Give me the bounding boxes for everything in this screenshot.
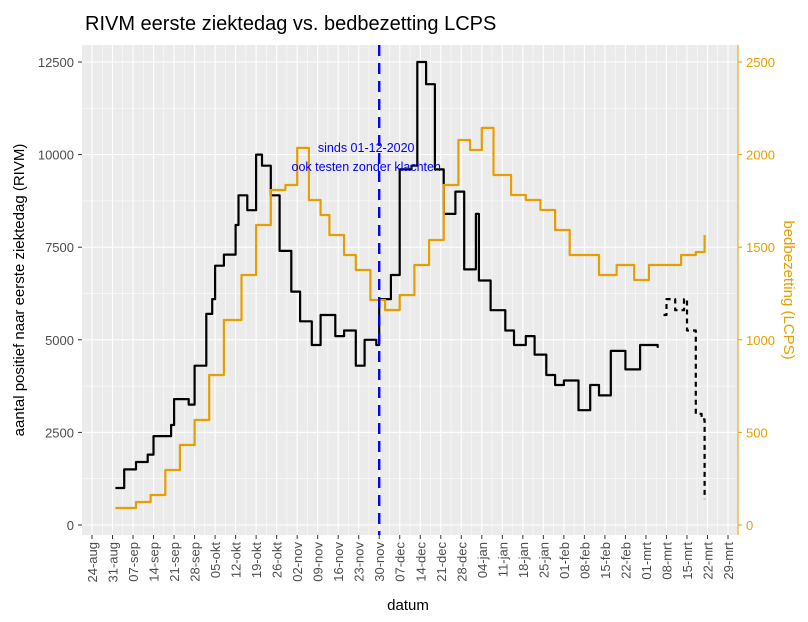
x-tick-label: 15-mrt xyxy=(680,542,695,580)
x-tick-label: 29-mrt xyxy=(721,542,736,580)
x-tick-label: 28-dec xyxy=(454,542,469,582)
annotation-text: ook testen zonder klachten xyxy=(292,160,441,174)
y-axis-label-right: bedbezetting (LCPS) xyxy=(780,220,797,359)
x-tick-label: 16-nov xyxy=(331,542,346,582)
x-tick-label: 21-dec xyxy=(434,542,449,582)
x-tick-label: 23-nov xyxy=(352,542,367,582)
y-tick-label-right: 500 xyxy=(746,425,768,440)
x-tick-label: 12-okt xyxy=(229,542,244,579)
y-tick-label-right: 1500 xyxy=(746,240,775,255)
y-tick-label-left: 0 xyxy=(67,518,74,533)
x-tick-label: 28-sep xyxy=(188,542,203,582)
x-tick-label: 01-feb xyxy=(557,542,572,579)
x-tick-label: 09-nov xyxy=(311,542,326,582)
y-tick-label-left: 5000 xyxy=(45,333,74,348)
x-tick-label: 31-aug xyxy=(106,542,121,582)
chart-title: RIVM eerste ziektedag vs. bedbezetting L… xyxy=(85,13,496,35)
y-axis-label-left: aantal positief naar eerste ziektedag (R… xyxy=(11,144,28,437)
y-tick-label-right: 1000 xyxy=(746,333,775,348)
x-tick-label: 07-sep xyxy=(126,542,141,582)
annotation-text: sinds 01-12-2020 xyxy=(318,141,415,155)
x-tick-label: 07-dec xyxy=(393,542,408,582)
x-tick-label: 22-mrt xyxy=(700,542,715,580)
x-tick-label: 25-jan xyxy=(536,542,551,578)
x-tick-label: 08-feb xyxy=(577,542,592,579)
x-tick-label: 15-feb xyxy=(598,542,613,579)
x-tick-label: 19-okt xyxy=(249,542,264,579)
x-tick-label: 14-sep xyxy=(147,542,162,582)
x-tick-label: 02-nov xyxy=(290,542,305,582)
y-tick-label-left: 2500 xyxy=(45,425,74,440)
x-tick-label: 11-jan xyxy=(495,542,510,577)
x-tick-label: 26-okt xyxy=(270,542,285,579)
x-tick-label: 24-aug xyxy=(85,542,100,582)
series-line-lcps xyxy=(115,126,706,510)
y-tick-label-right: 2500 xyxy=(746,55,775,70)
x-tick-label: 21-sep xyxy=(167,542,182,582)
y-tick-label-left: 10000 xyxy=(38,148,74,163)
x-tick-label: 30-nov xyxy=(372,542,387,582)
gridlines xyxy=(82,45,738,535)
x-tick-label: 14-dec xyxy=(413,542,428,582)
series-line-rivm-onvolledig xyxy=(663,298,706,500)
x-tick-label: 08-mrt xyxy=(659,542,674,580)
y-tick-label-right: 0 xyxy=(746,518,753,533)
y-tick-label-left: 12500 xyxy=(38,55,74,70)
x-tick-label: 05-okt xyxy=(208,542,223,579)
y-tick-label-right: 2000 xyxy=(746,148,775,163)
y-tick-label-left: 7500 xyxy=(45,240,74,255)
series-line-rivm xyxy=(115,60,659,490)
series: sinds 01-12-2020 ook testen zonder klacht… xyxy=(115,45,706,535)
x-tick-label: 22-feb xyxy=(618,542,633,579)
axes: 0 2500 5000 7500 10000 12500 0 500 1000 1500 2000 2… xyxy=(38,45,775,582)
x-tick-label: 04-jan xyxy=(475,542,490,578)
x-tick-label: 18-jan xyxy=(516,542,531,578)
x-axis-label: datum xyxy=(387,597,429,614)
x-tick-label: 01-mrt xyxy=(639,542,654,580)
